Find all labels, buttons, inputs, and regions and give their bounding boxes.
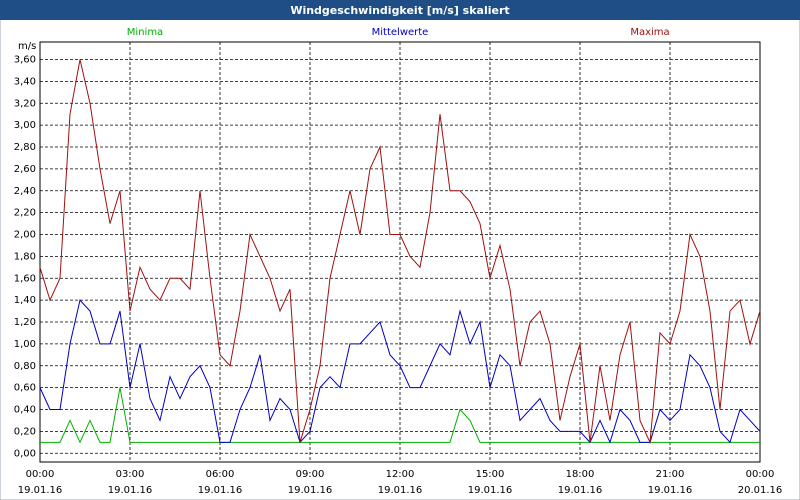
x-tick-label: 15:00 <box>476 469 505 480</box>
y-tick-label: 2,00 <box>14 230 36 241</box>
line-series <box>39 299 761 444</box>
line-series <box>39 59 761 445</box>
x-tick-date: 20.01.16 <box>738 485 783 496</box>
legend-entry: Maxima <box>630 27 669 38</box>
y-tick-label: 0,00 <box>14 448 36 459</box>
x-tick-label: 00:00 <box>26 469 55 480</box>
y-tick-label: 3,60 <box>14 55 36 66</box>
y-tick-label: 2,80 <box>14 142 36 153</box>
y-tick-label: 1,40 <box>14 295 36 306</box>
y-tick-label: 0,20 <box>14 426 36 437</box>
x-tick-date: 19.01.16 <box>468 485 513 496</box>
x-tick-date: 19.01.16 <box>288 485 333 496</box>
x-tick-label: 21:00 <box>656 469 685 480</box>
x-tick-date: 19.01.16 <box>378 485 423 496</box>
title-bar <box>0 0 800 20</box>
y-tick-label: 3,00 <box>14 120 36 131</box>
y-tick-label: 2,60 <box>14 164 36 175</box>
y-tick-label: 1,80 <box>14 251 36 262</box>
y-tick-label: 2,20 <box>14 208 36 219</box>
x-tick-label: 06:00 <box>206 469 235 480</box>
x-tick-label: 12:00 <box>386 469 415 480</box>
x-tick-date: 19.01.16 <box>558 485 603 496</box>
legend-entry: Minima <box>127 27 163 38</box>
y-tick-label: 3,40 <box>14 76 36 87</box>
y-tick-label: 1,60 <box>14 273 36 284</box>
x-tick-label: 09:00 <box>296 469 325 480</box>
y-tick-label: 1,20 <box>14 317 36 328</box>
y-tick-label: 1,00 <box>14 339 36 350</box>
x-tick-label: 03:00 <box>116 469 145 480</box>
x-tick-label: 18:00 <box>566 469 595 480</box>
y-unit: m/s <box>18 41 36 52</box>
y-tick-label: 0,40 <box>14 405 36 416</box>
y-tick-label: 0,80 <box>14 361 36 372</box>
legend-entry: Mittelwerte <box>372 27 429 38</box>
x-tick-date: 19.01.16 <box>18 485 63 496</box>
y-tick-label: 0,60 <box>14 383 36 394</box>
x-tick-date: 19.01.16 <box>108 485 153 496</box>
y-tick-label: 3,20 <box>14 98 36 109</box>
x-tick-label: 00:00 <box>746 469 775 480</box>
y-tick-label: 2,40 <box>14 186 36 197</box>
chart-title: Windgeschwindigkeit [m/s] skaliert <box>290 4 509 17</box>
x-tick-date: 19.01.16 <box>648 485 693 496</box>
x-tick-date: 19.01.16 <box>198 485 243 496</box>
